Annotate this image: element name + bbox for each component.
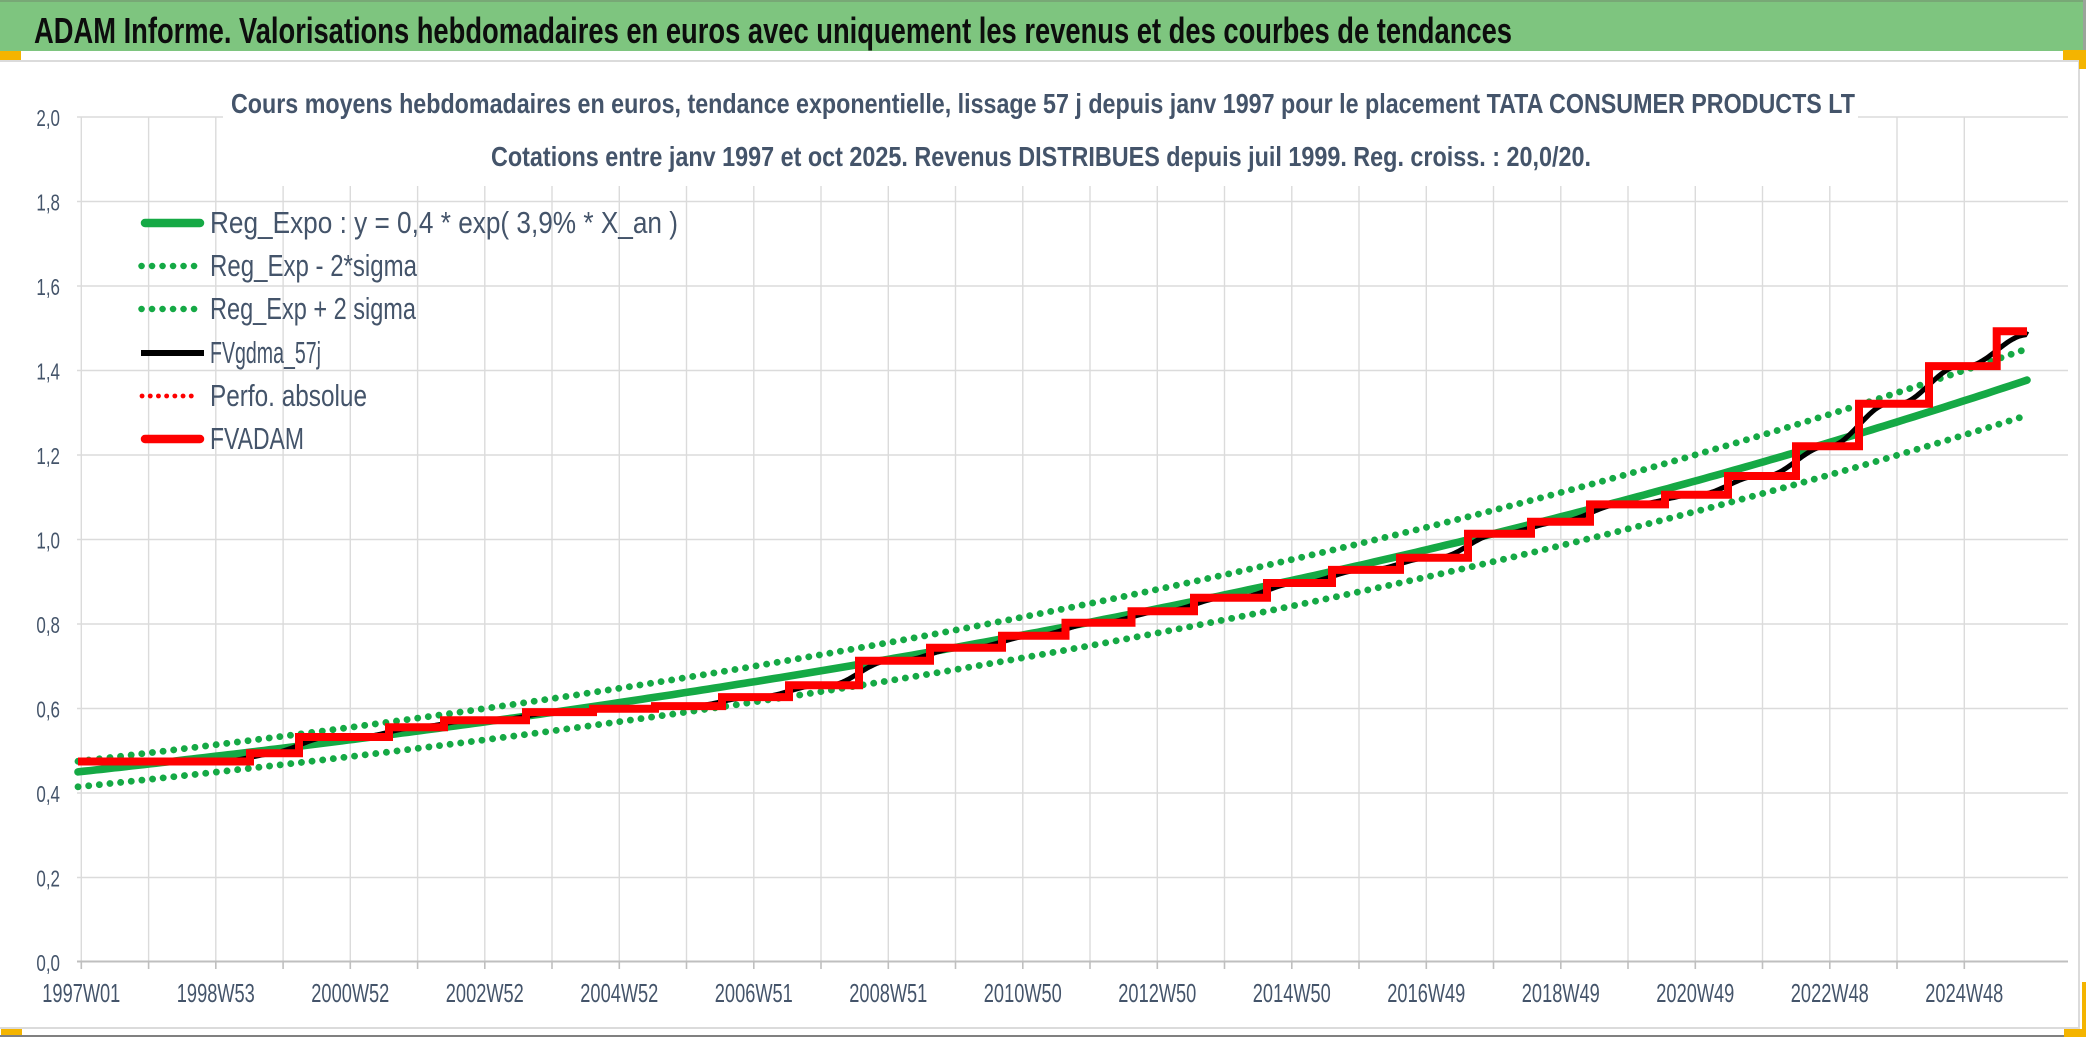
svg-text:1,0: 1,0 <box>36 528 60 554</box>
svg-text:1997W01: 1997W01 <box>42 978 120 1008</box>
svg-text:2020W49: 2020W49 <box>1656 978 1734 1008</box>
svg-text:Cotations entre janv 1997 et o: Cotations entre janv 1997 et oct 2025. R… <box>491 141 1591 172</box>
svg-text:Reg_Exp - 2*sigma: Reg_Exp - 2*sigma <box>210 248 418 283</box>
svg-text:1,4: 1,4 <box>36 359 60 385</box>
svg-text:0,8: 0,8 <box>36 612 60 638</box>
svg-text:2024W48: 2024W48 <box>1925 978 2003 1008</box>
svg-text:2022W48: 2022W48 <box>1791 978 1869 1008</box>
svg-text:2018W49: 2018W49 <box>1522 978 1600 1008</box>
svg-text:2008W51: 2008W51 <box>849 978 927 1008</box>
svg-text:Reg_Exp + 2 sigma: Reg_Exp + 2 sigma <box>210 291 417 326</box>
svg-text:1,6: 1,6 <box>36 274 60 300</box>
svg-text:FVADAM: FVADAM <box>210 421 304 456</box>
svg-text:2016W49: 2016W49 <box>1387 978 1465 1008</box>
svg-text:2012W50: 2012W50 <box>1118 978 1196 1008</box>
svg-text:2004W52: 2004W52 <box>580 978 658 1008</box>
svg-text:1998W53: 1998W53 <box>177 978 255 1008</box>
svg-text:0,4: 0,4 <box>36 781 60 807</box>
svg-text:2006W51: 2006W51 <box>715 978 793 1008</box>
svg-text:1,2: 1,2 <box>36 443 60 469</box>
svg-text:1,8: 1,8 <box>36 190 60 216</box>
svg-text:0,6: 0,6 <box>36 697 60 723</box>
svg-text:2000W52: 2000W52 <box>311 978 389 1008</box>
svg-text:Cours moyens hebdomadaires en: Cours moyens hebdomadaires en euros, ten… <box>231 88 1855 119</box>
svg-text:Perfo. absolue: Perfo. absolue <box>210 378 367 413</box>
svg-text:2014W50: 2014W50 <box>1253 978 1331 1008</box>
svg-text:FVgdma_57j: FVgdma_57j <box>210 335 321 370</box>
svg-text:0,0: 0,0 <box>36 950 60 976</box>
svg-text:0,2: 0,2 <box>36 866 60 892</box>
svg-text:ADAM Informe. Valorisations he: ADAM Informe. Valorisations hebdomadaire… <box>34 10 1512 51</box>
svg-text:2,0: 2,0 <box>36 105 60 131</box>
svg-text:Reg_Expo : y = 0,4 * exp( 3,9%: Reg_Expo : y = 0,4 * exp( 3,9% * X_an ) <box>210 205 678 240</box>
svg-text:2002W52: 2002W52 <box>446 978 524 1008</box>
svg-text:2010W50: 2010W50 <box>984 978 1062 1008</box>
